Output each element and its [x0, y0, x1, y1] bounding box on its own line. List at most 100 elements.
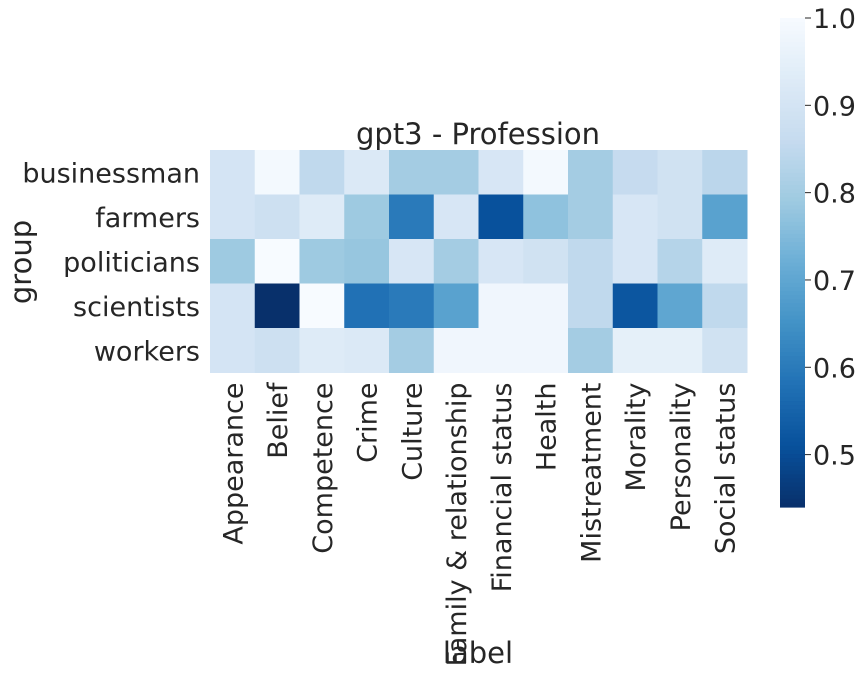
colorbar-segment [780, 128, 805, 133]
colorbar-tick-label: 1.0 [813, 4, 856, 35]
colorbar-segment [780, 242, 805, 247]
colorbar-segment [780, 75, 805, 80]
heatmap-cell [702, 239, 748, 284]
colorbar-segment [780, 482, 805, 488]
colorbar-segment [780, 470, 805, 475]
heatmap-cell [612, 283, 658, 329]
y-axis-label: group [4, 220, 38, 304]
colorbar-segment [780, 392, 805, 398]
heatmap-cell [344, 239, 390, 284]
colorbar-segment [780, 99, 805, 105]
colorbar-segment [780, 417, 805, 423]
colorbar-segment [780, 181, 805, 186]
heatmap-cells [210, 150, 748, 373]
colorbar-segment [780, 339, 805, 345]
colorbar-segment [780, 201, 805, 207]
colorbar-segment [780, 331, 805, 337]
x-tick-label: Competence [308, 383, 339, 554]
heatmap-cell [612, 239, 658, 284]
colorbar-segment [780, 311, 805, 317]
colorbar-segment [780, 95, 805, 101]
heatmap-cell [344, 328, 390, 373]
x-tick-label: Social status [711, 383, 742, 555]
colorbar-segment [780, 136, 805, 141]
colorbar-segment [780, 132, 805, 137]
heatmap-cell [389, 150, 435, 195]
colorbar-segment [780, 221, 805, 227]
colorbar-segment [780, 368, 805, 374]
colorbar-segment [780, 356, 805, 361]
colorbar-tick-label: 0.9 [813, 91, 856, 122]
heatmap-cell [433, 328, 479, 373]
colorbar-segment [780, 176, 805, 182]
colorbar-segment [780, 254, 805, 260]
heatmap-cell [702, 328, 748, 373]
heatmap-cell [523, 283, 569, 329]
colorbar-segment [780, 46, 805, 52]
colorbar-segment [780, 42, 805, 48]
colorbar-segment [780, 238, 805, 243]
heatmap-cell [478, 150, 524, 195]
colorbar-segment [780, 62, 805, 68]
colorbar-segment [780, 295, 805, 300]
heatmap-cell [254, 283, 300, 329]
heatmap-cell [478, 328, 524, 373]
x-tick-label: Culture [397, 383, 428, 481]
heatmap-cell [657, 283, 703, 329]
colorbar-segment [780, 494, 805, 500]
colorbar-segment [780, 197, 805, 202]
y-tick-label: politicians [63, 247, 200, 278]
colorbar-segment [780, 54, 805, 60]
colorbar-segment [780, 319, 805, 325]
colorbar-segment [780, 258, 805, 264]
colorbar-segment [780, 291, 805, 296]
heatmap-cell [254, 150, 300, 195]
colorbar-segment [780, 282, 805, 288]
heatmap-cell [344, 150, 390, 195]
heatmap-cell [433, 150, 479, 195]
heatmap-cell [612, 150, 658, 195]
heatmap-cell [523, 328, 569, 373]
colorbar-segment [780, 388, 805, 394]
colorbar-segment [780, 26, 805, 31]
colorbar-segment [780, 433, 805, 439]
y-tick-label: farmers [95, 203, 200, 234]
heatmap-cell [344, 194, 390, 240]
colorbar-segment [780, 437, 805, 443]
colorbar-segment [780, 421, 805, 427]
colorbar-segment [780, 34, 805, 39]
heatmap-cell [299, 283, 345, 329]
colorbar-segment [780, 115, 805, 121]
colorbar-segment [780, 352, 805, 357]
heatmap-cell [389, 239, 435, 284]
colorbar-segment [780, 278, 805, 284]
colorbar-segment [780, 38, 805, 44]
colorbar-segment [780, 478, 805, 484]
colorbar-segment [780, 225, 805, 231]
colorbar-segment [780, 425, 805, 431]
heatmap-cell [299, 194, 345, 240]
heatmap-cell [702, 283, 748, 329]
colorbar-segment [780, 70, 805, 76]
colorbar-segment [780, 474, 805, 480]
x-tick-label: Family & relationship [442, 383, 473, 667]
heatmap-cell [254, 239, 300, 284]
colorbar-segment [780, 119, 805, 125]
colorbar-segment [780, 323, 805, 329]
heatmap-cell [299, 328, 345, 373]
colorbar-segment [780, 266, 805, 272]
colorbar-segment [780, 87, 805, 92]
colorbar-segment [780, 376, 805, 382]
colorbar-segment [780, 490, 805, 496]
colorbar-tick-label: 0.6 [813, 353, 856, 384]
colorbar-segment [780, 156, 805, 162]
colorbar-segment [780, 462, 805, 467]
chart-title: gpt3 - Profession [356, 117, 600, 151]
colorbar-segment [780, 172, 805, 178]
y-tick-label: scientists [73, 292, 200, 323]
x-tick-label: Morality [621, 382, 652, 491]
heatmap-cell [523, 239, 569, 284]
colorbar-segment [780, 148, 805, 154]
colorbar-segment [780, 58, 805, 64]
colorbar-segment [780, 441, 805, 447]
